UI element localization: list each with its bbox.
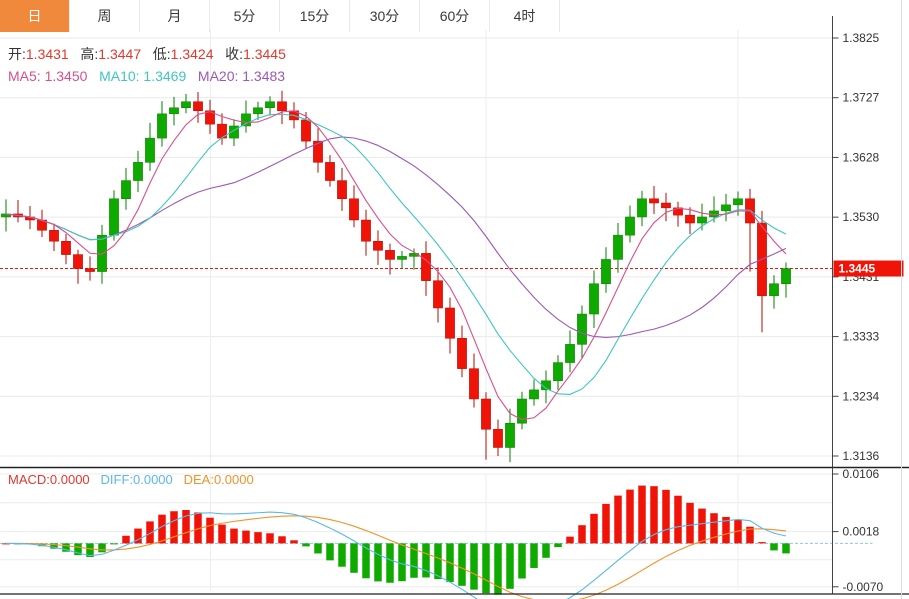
svg-text:1.3136: 1.3136 xyxy=(843,449,880,463)
svg-text:1.3234: 1.3234 xyxy=(843,389,880,403)
svg-text:0.0106: 0.0106 xyxy=(843,467,880,481)
svg-text:1.3727: 1.3727 xyxy=(843,91,880,105)
svg-text:1.3445: 1.3445 xyxy=(839,262,876,276)
svg-text:1.3628: 1.3628 xyxy=(843,150,880,164)
svg-text:1.3825: 1.3825 xyxy=(843,31,880,45)
svg-text:1.3530: 1.3530 xyxy=(843,210,880,224)
svg-text:0.0018: 0.0018 xyxy=(843,525,880,539)
svg-text:-0.0070: -0.0070 xyxy=(843,580,884,594)
svg-text:1.3333: 1.3333 xyxy=(843,330,880,344)
